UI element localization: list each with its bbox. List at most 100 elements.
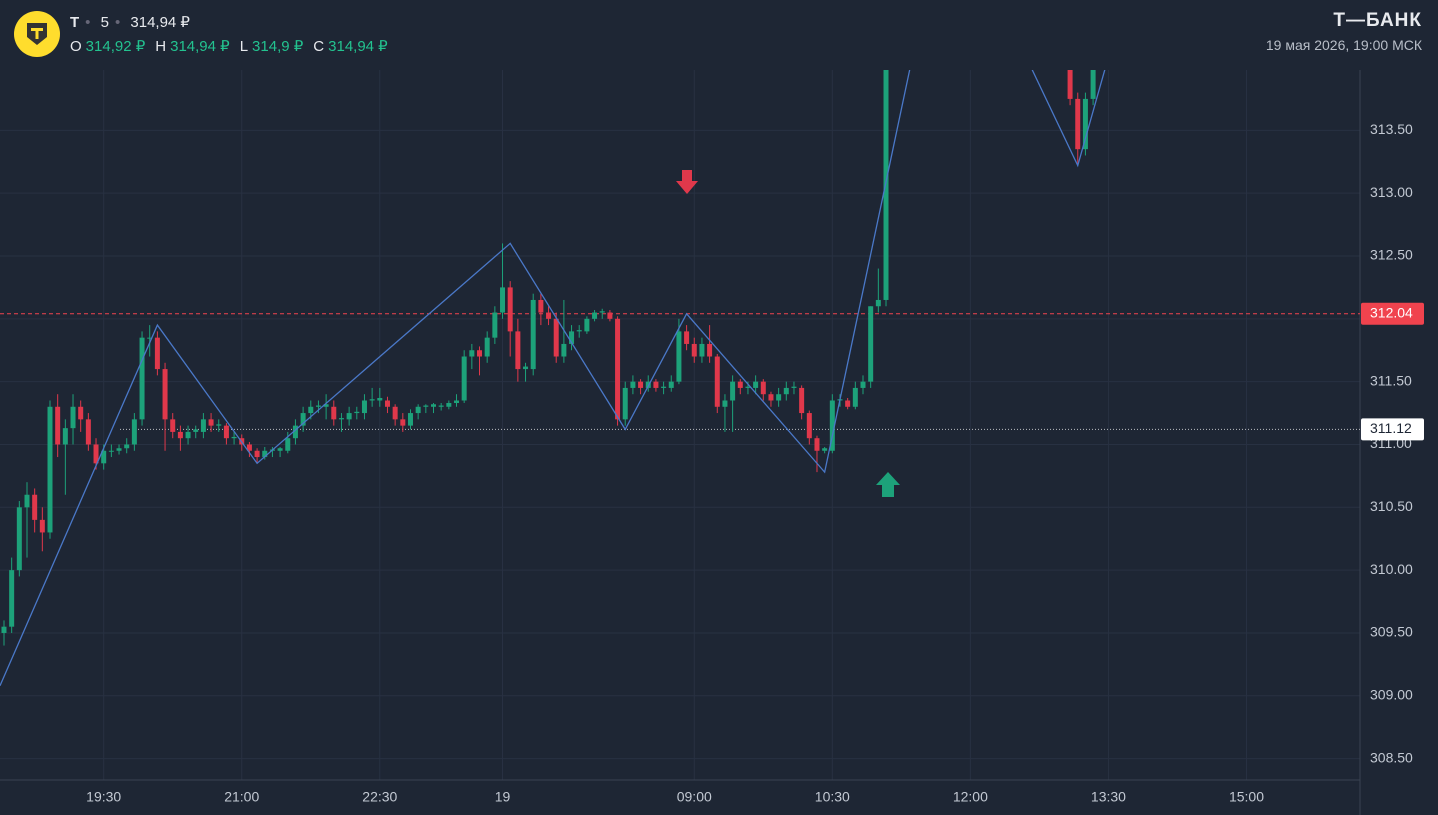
candle-body bbox=[39, 519, 45, 533]
candle-body bbox=[361, 400, 367, 414]
candle-body bbox=[760, 381, 766, 395]
candle-body bbox=[852, 387, 858, 407]
y-tick-label: 308.50 bbox=[1370, 749, 1413, 765]
candle-body bbox=[530, 299, 536, 370]
candle-body bbox=[845, 400, 851, 407]
candle-body bbox=[315, 405, 321, 407]
candle-body bbox=[377, 397, 383, 401]
candle-body bbox=[645, 381, 651, 388]
interval[interactable]: 5 bbox=[100, 14, 109, 31]
candle-body bbox=[331, 406, 337, 420]
candle-body bbox=[62, 428, 68, 445]
candle-body bbox=[638, 381, 644, 388]
candle-body bbox=[446, 403, 452, 407]
x-tick-label: 19 bbox=[495, 789, 511, 805]
candle-body bbox=[139, 337, 145, 420]
y-tick-label: 309.00 bbox=[1370, 687, 1413, 703]
candle-body bbox=[55, 406, 61, 445]
ohlc-key: C bbox=[313, 38, 325, 55]
candle-body bbox=[423, 405, 429, 407]
sell-signal bbox=[676, 170, 698, 194]
candle-body bbox=[745, 386, 751, 388]
y-tick-label: 313.50 bbox=[1370, 121, 1413, 137]
candle-body bbox=[737, 381, 743, 388]
x-tick-label: 12:00 bbox=[953, 789, 988, 805]
candle-body bbox=[661, 386, 667, 388]
candle-body bbox=[860, 381, 866, 388]
candle-body bbox=[216, 424, 222, 426]
candle-body bbox=[200, 419, 206, 432]
candle-body bbox=[469, 350, 475, 357]
candle-body bbox=[231, 436, 237, 439]
candle-body bbox=[599, 311, 605, 313]
grid bbox=[0, 70, 1360, 780]
candle-body bbox=[430, 404, 436, 407]
candle-body bbox=[101, 450, 107, 464]
candle-body bbox=[32, 494, 38, 520]
ticker-line: T • 5 • 314,94 ₽ bbox=[70, 14, 190, 31]
candle-body bbox=[691, 343, 697, 357]
candle-body bbox=[615, 318, 621, 420]
candle-body bbox=[131, 419, 137, 445]
candle-body bbox=[346, 413, 352, 420]
candle-body bbox=[277, 448, 283, 451]
candle-body bbox=[154, 337, 160, 370]
candle-body bbox=[714, 356, 720, 407]
candle-body bbox=[553, 318, 559, 357]
candle-body bbox=[300, 413, 306, 426]
ohlc-key: O bbox=[70, 38, 82, 55]
candle-body bbox=[507, 287, 513, 332]
candle-body bbox=[477, 350, 483, 357]
candle-body bbox=[16, 507, 22, 571]
candle-body bbox=[768, 394, 774, 401]
y-tick-label: 312.50 bbox=[1370, 247, 1413, 263]
candle-body bbox=[829, 400, 835, 451]
candle-body bbox=[707, 343, 713, 357]
brand: Т—БАНК bbox=[1333, 10, 1422, 31]
candle-body bbox=[292, 425, 298, 439]
x-tick-label: 22:30 bbox=[362, 789, 397, 805]
y-tick-label: 309.50 bbox=[1370, 624, 1413, 640]
candle-body bbox=[262, 450, 268, 458]
candle-body bbox=[177, 431, 183, 439]
candle-body bbox=[883, 70, 889, 300]
ohlc-value: 314,9 ₽ bbox=[252, 38, 304, 55]
candle-body bbox=[407, 413, 413, 426]
ohlc-value: 314,92 ₽ bbox=[85, 38, 146, 55]
logo-icon bbox=[27, 23, 47, 45]
candle-body bbox=[592, 312, 598, 319]
candle-body bbox=[454, 400, 460, 404]
candle-body bbox=[1075, 98, 1081, 150]
candle-body bbox=[791, 386, 797, 388]
x-tick-label: 21:00 bbox=[224, 789, 259, 805]
price-label-box bbox=[1361, 418, 1424, 441]
candle-body bbox=[208, 419, 214, 426]
price-label: 311.12 bbox=[1370, 420, 1412, 436]
candle-body bbox=[223, 425, 229, 439]
candle-body bbox=[538, 299, 544, 313]
candle-body bbox=[9, 570, 15, 627]
candle-body bbox=[806, 413, 812, 439]
candle-body bbox=[170, 419, 176, 432]
last-price: 314,94 ₽ bbox=[130, 14, 190, 31]
candle-body bbox=[338, 418, 344, 420]
candle-body bbox=[254, 450, 260, 458]
candle-body bbox=[354, 411, 360, 414]
candle-body bbox=[384, 400, 390, 407]
candle-body bbox=[85, 419, 91, 445]
candle-body bbox=[868, 306, 874, 382]
y-tick-label: 311.00 bbox=[1370, 435, 1412, 451]
candle-body bbox=[699, 343, 705, 357]
logo[interactable] bbox=[14, 11, 60, 57]
x-tick-label: 09:00 bbox=[677, 789, 712, 805]
candle-body bbox=[70, 406, 76, 429]
x-tick-label: 15:00 bbox=[1229, 789, 1264, 805]
candle-body bbox=[776, 394, 782, 401]
candle-body bbox=[369, 399, 375, 401]
candle-body bbox=[400, 419, 406, 426]
candle-body bbox=[323, 404, 329, 407]
ticker[interactable]: T bbox=[70, 14, 80, 31]
candle-body bbox=[653, 381, 659, 388]
